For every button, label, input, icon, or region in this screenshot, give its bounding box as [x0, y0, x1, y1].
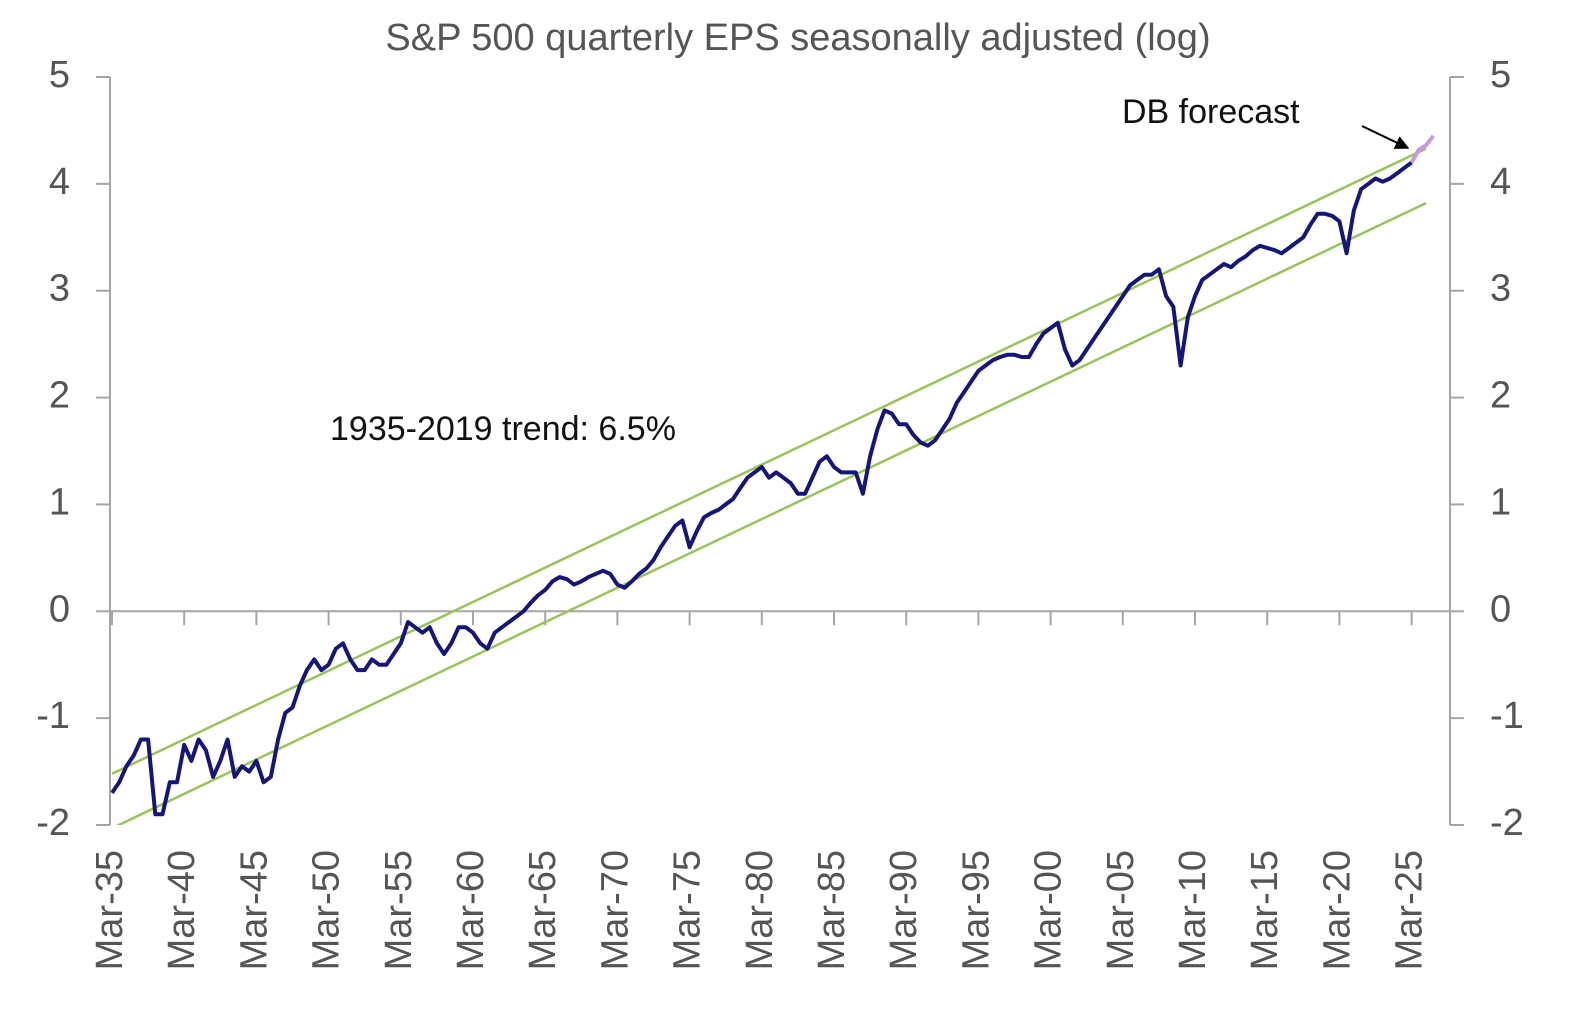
y2-tick-label: 3: [1490, 268, 1511, 310]
x-tick-label: Mar-65: [522, 850, 564, 970]
x-tick-label: Mar-15: [1244, 850, 1286, 970]
eps-line: [1409, 134, 1435, 164]
x-tick-label: Mar-10: [1172, 850, 1214, 970]
x-tick-label: Mar-25: [1389, 850, 1431, 970]
x-tick-label: Mar-40: [161, 850, 203, 970]
x-tick-label: Mar-50: [306, 850, 348, 970]
y2-tick-label: 1: [1490, 481, 1511, 523]
trend-annotation: 1935-2019 trend: 6.5%: [330, 410, 676, 448]
plot-area: [110, 134, 1435, 825]
annotation-arrow: [1361, 125, 1410, 149]
forecast-annotation: DB forecast: [1122, 93, 1300, 131]
y2-tick-label: -1: [1490, 695, 1524, 737]
y-tick-label: 0: [49, 588, 70, 630]
x-tick-label: Mar-90: [883, 850, 925, 970]
y2-tick-label: 5: [1490, 54, 1511, 96]
plot-layer: -2 -1 0 1 2 3 4 5 -2 -1 0 1 2 3 4 5 Mar-35 Mar-40 Mar-45 Ma…: [36, 54, 1524, 970]
trend-line: [115, 201, 1427, 825]
x-tick-label: Mar-35: [89, 850, 131, 970]
x-tick-label: Mar-20: [1316, 850, 1358, 970]
y-tick-label: 5: [49, 54, 70, 96]
x-tick-label: Mar-00: [1028, 850, 1070, 970]
x-tick-label: Mar-05: [1100, 850, 1142, 970]
y-tick-label: 1: [49, 481, 70, 523]
chart-title: S&P 500 quarterly EPS seasonally adjuste…: [385, 17, 1210, 59]
x-tick-label: Mar-75: [667, 850, 709, 970]
y2-tick-label: 4: [1490, 161, 1511, 203]
x-tick-label: Mar-60: [450, 850, 492, 970]
x-tick-label: Mar-55: [378, 850, 420, 970]
x-tick-label: Mar-45: [233, 850, 275, 970]
y-tick-label: 2: [49, 375, 70, 417]
x-tick-label: Mar-95: [955, 850, 997, 970]
x-tick-label: Mar-80: [739, 850, 781, 970]
y-tick-label: -2: [36, 802, 70, 844]
x-tick-label: Mar-85: [811, 850, 853, 970]
y2-tick-label: -2: [1490, 802, 1524, 844]
x-tick-label: Mar-70: [594, 850, 636, 970]
eps-line: [110, 160, 1413, 817]
y2-tick-label: 0: [1490, 588, 1511, 630]
y2-tick-label: 2: [1490, 375, 1511, 417]
y-tick-label: 3: [49, 268, 70, 310]
y-tick-label: 4: [49, 161, 70, 203]
y-tick-label: -1: [36, 695, 70, 737]
trend-line: [111, 147, 1427, 775]
